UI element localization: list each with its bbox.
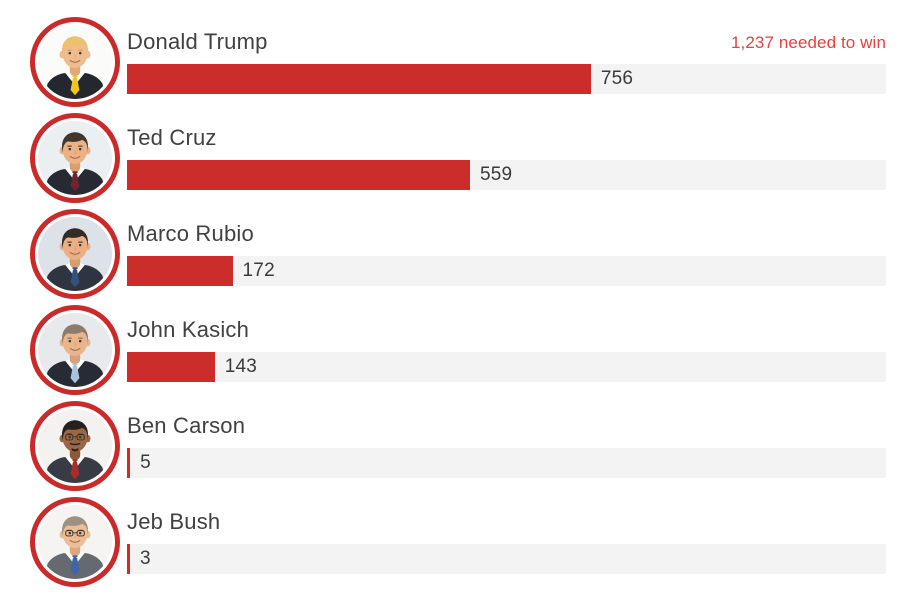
delegate-bar-track: 756 — [127, 64, 886, 95]
candidate-photo — [38, 313, 112, 387]
candidate-photo — [38, 505, 112, 579]
candidate-row: Marco Rubio 172 — [30, 206, 886, 302]
candidate-photo — [38, 217, 112, 291]
delegate-count: 559 — [479, 164, 513, 186]
delegate-count: 143 — [224, 356, 258, 378]
ted-cruz-portrait-icon — [38, 121, 112, 195]
delegate-bar-track: 172 — [127, 256, 886, 287]
candidate-row: Ted Cruz 559 — [30, 110, 886, 206]
delegate-bar — [127, 160, 470, 191]
candidate-name: Donald Trump — [127, 28, 268, 54]
candidate-name: John Kasich — [127, 316, 250, 342]
candidate-avatar — [30, 305, 120, 395]
candidate-name: Jeb Bush — [127, 508, 221, 534]
delegate-count: 172 — [242, 260, 275, 282]
candidate-avatar — [30, 17, 120, 107]
marco-rubio-portrait-icon — [38, 217, 112, 291]
candidate-content: Donald Trump 756 — [127, 28, 886, 95]
delegate-bar-track: 3 — [127, 544, 886, 575]
candidate-content: John Kasich 143 — [127, 316, 886, 383]
donald-trump-portrait-icon — [38, 25, 112, 99]
delegate-count: 756 — [600, 68, 634, 90]
ben-carson-portrait-icon — [38, 409, 112, 483]
delegate-count: 5 — [140, 452, 151, 474]
candidate-photo — [38, 121, 112, 195]
candidate-content: Marco Rubio 172 — [127, 220, 886, 287]
candidate-name: Ted Cruz — [127, 124, 217, 150]
candidate-name: Ben Carson — [127, 412, 246, 438]
delegate-bar-track: 559 — [127, 160, 886, 191]
candidate-row: Donald Trump 756 — [30, 14, 886, 110]
candidate-content: Ben Carson 5 — [127, 412, 886, 479]
delegate-bar — [127, 448, 131, 479]
candidate-avatar — [30, 209, 120, 299]
candidate-avatar — [30, 401, 120, 491]
john-kasich-portrait-icon — [38, 313, 112, 387]
delegate-bar-track: 143 — [127, 352, 886, 383]
candidate-row: John Kasich 143 — [30, 302, 886, 398]
delegate-bar-track: 5 — [127, 448, 886, 479]
delegate-bar — [127, 544, 130, 575]
delegate-bar — [127, 64, 591, 95]
candidate-content: Jeb Bush 3 — [127, 508, 886, 575]
candidate-row: Ben Carson 5 — [30, 398, 886, 494]
candidate-name: Marco Rubio — [127, 220, 254, 246]
candidate-photo — [38, 409, 112, 483]
needed-to-win-label: 1,237 needed to win — [730, 33, 886, 52]
delegate-count: 3 — [140, 548, 151, 570]
candidate-photo — [38, 25, 112, 99]
candidate-content: Ted Cruz 559 — [127, 124, 886, 191]
jeb-bush-portrait-icon — [38, 505, 112, 579]
delegate-bar — [127, 256, 233, 287]
candidate-avatar — [30, 497, 120, 587]
candidate-avatar — [30, 113, 120, 203]
candidate-row: Jeb Bush 3 — [30, 494, 886, 590]
delegate-bar — [127, 352, 215, 383]
